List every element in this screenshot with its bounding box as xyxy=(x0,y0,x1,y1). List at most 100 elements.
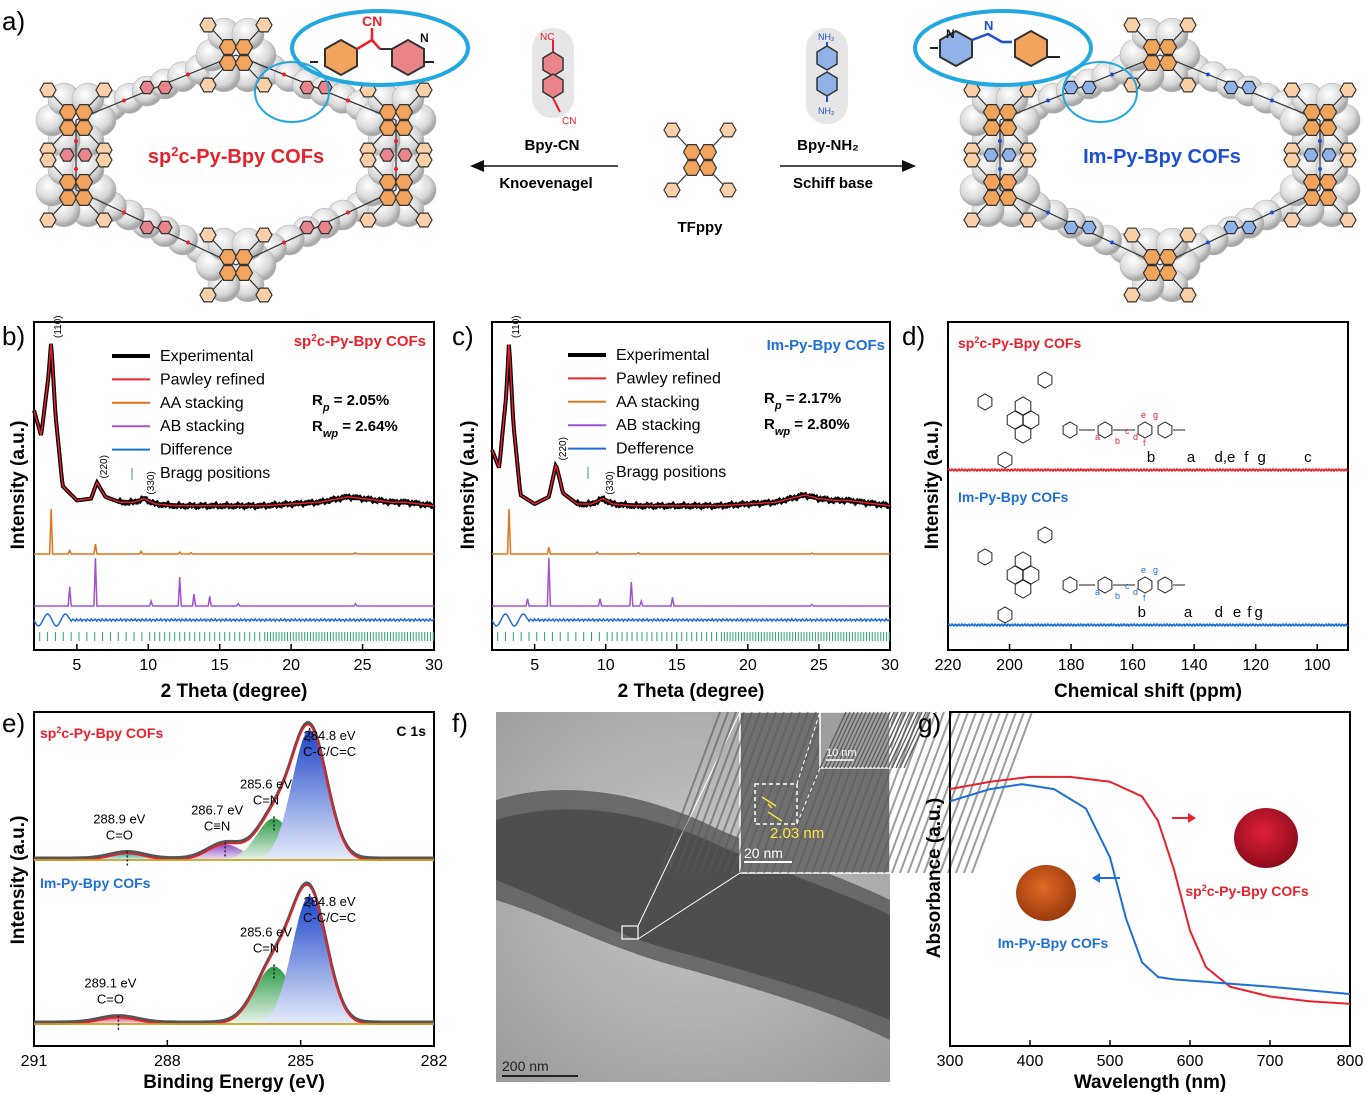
fringe-line xyxy=(723,711,785,874)
linker-ring xyxy=(1241,220,1257,235)
fringe-line xyxy=(675,711,737,874)
ab-stacking-line xyxy=(34,557,434,607)
linkage-mark xyxy=(1318,139,1322,143)
molecule-atom-label: a xyxy=(1095,587,1100,597)
pyrene-ring xyxy=(218,38,238,56)
fringe-line xyxy=(831,711,859,769)
pyrene-ring xyxy=(682,160,702,176)
xps-component-peak xyxy=(34,1017,434,1024)
ring xyxy=(1062,576,1078,594)
x-tick-label: 30 xyxy=(425,657,443,674)
pyrene-ring xyxy=(74,103,94,121)
molecule-atom-label: g xyxy=(1153,410,1158,420)
fringe-line xyxy=(823,711,851,769)
pyrene-ring xyxy=(58,190,78,206)
ring xyxy=(1022,410,1040,430)
pyrene-ring xyxy=(1318,119,1338,136)
x-tick-label: 285 xyxy=(287,1053,314,1070)
fringe-line xyxy=(699,711,761,874)
panel-label-g: g) xyxy=(918,708,941,738)
legend-label: Experimental xyxy=(616,347,709,364)
nmr-peak-label: c xyxy=(1304,449,1312,466)
xps-peak-bond: C-C/C=C xyxy=(303,744,356,759)
x-tick-label: 5 xyxy=(530,657,539,674)
linker-ring xyxy=(1063,220,1079,235)
phenyl-ring xyxy=(1179,77,1197,93)
pyrene-ring xyxy=(982,119,1002,136)
legend-label: Bragg positions xyxy=(616,464,726,481)
pyrene-ring xyxy=(394,119,414,136)
uv-spectrum-line xyxy=(949,783,1351,995)
pyrene-ring xyxy=(998,174,1018,190)
linker-right-name: Bpy-NH₂ xyxy=(797,137,859,154)
phenyl-ring xyxy=(415,212,433,228)
xps-peak-energy: 289.1 eV xyxy=(84,976,136,991)
phenyl-ring xyxy=(415,152,433,168)
nmr-bottom-name: Im-Py-Bpy COFs xyxy=(958,489,1069,505)
x-tick-label: 100 xyxy=(1304,657,1331,674)
x-tick-label: 600 xyxy=(1177,1053,1204,1070)
inner-scale-label: 10 nm xyxy=(826,747,857,759)
linkage-mark xyxy=(1206,240,1210,245)
nmr-peak-label: g xyxy=(1254,604,1262,621)
molecule-atom-label: g xyxy=(1153,565,1158,575)
arrow-right-head xyxy=(902,160,916,172)
ring xyxy=(1014,551,1032,571)
panel-f-tem: f) 2.03 nm 20 nm 10 nm 200 nm xyxy=(452,708,1033,1082)
linker-ring xyxy=(379,148,395,162)
phenyl-ring xyxy=(963,152,981,168)
linkage-mark xyxy=(74,139,78,143)
linker-ring xyxy=(1063,80,1079,95)
phenyl-ring xyxy=(95,82,113,98)
ring xyxy=(1157,576,1173,594)
x-tick-label: 5 xyxy=(72,657,81,674)
fringe-line xyxy=(915,711,977,874)
molecule-atom-label: d xyxy=(1133,587,1138,597)
xps-top-name: sp2c-Py-Bpy COFs xyxy=(40,725,163,741)
x-tick-label: 200 xyxy=(996,657,1023,674)
fringe-line xyxy=(715,711,777,874)
phenyl-ring xyxy=(1123,287,1141,303)
sp2c-framework-drawing xyxy=(35,17,437,303)
ring xyxy=(1137,576,1153,594)
linker-bond xyxy=(235,54,397,121)
pyrene-ring xyxy=(1318,174,1338,190)
pyrene-ring xyxy=(74,190,94,206)
nmr-peak-label: d xyxy=(1215,604,1223,621)
xps-peak-bond: C≡N xyxy=(204,818,230,833)
x-tick-label: 30 xyxy=(881,657,899,674)
pyrene-ring xyxy=(1318,190,1338,206)
ring xyxy=(1062,421,1078,439)
linkage-mark xyxy=(282,72,286,77)
stat-rp-c: Rp = 2.17% xyxy=(764,390,841,412)
panel-label-f: f) xyxy=(452,708,468,738)
pyrene-ring xyxy=(1142,249,1162,265)
phenyl-ring xyxy=(1339,82,1357,98)
fringe-line xyxy=(931,711,993,874)
chart-title-b: sp2c-Py-Bpy COFs xyxy=(294,333,426,351)
fringe-line xyxy=(871,711,899,769)
callout-n-label: N xyxy=(420,31,429,45)
xps-fit-envelope xyxy=(34,723,434,861)
ring xyxy=(1097,421,1113,439)
linker-ring xyxy=(1303,148,1319,162)
molecule-atom-label: d xyxy=(1133,432,1138,442)
right-cof-name: Im-Py-Bpy COFs xyxy=(1083,146,1241,168)
phenyl-ring xyxy=(199,287,217,303)
phenyl-ring xyxy=(39,152,57,168)
ring xyxy=(1037,371,1053,389)
legend-label: AA stacking xyxy=(160,395,244,412)
peak-label: (220) xyxy=(558,437,569,460)
left-zoom-ellipse xyxy=(254,61,330,123)
x-tick-label: 160 xyxy=(1119,657,1146,674)
ring xyxy=(1014,579,1032,599)
phenyl-ring xyxy=(1179,227,1197,243)
panel-label-d: d) xyxy=(902,321,925,351)
legend-label: Defference xyxy=(616,441,694,458)
difference-line xyxy=(491,613,891,627)
aa-stacking-line xyxy=(34,508,434,555)
right-callout-molecule xyxy=(930,29,1060,68)
phenyl-ring xyxy=(255,287,273,303)
